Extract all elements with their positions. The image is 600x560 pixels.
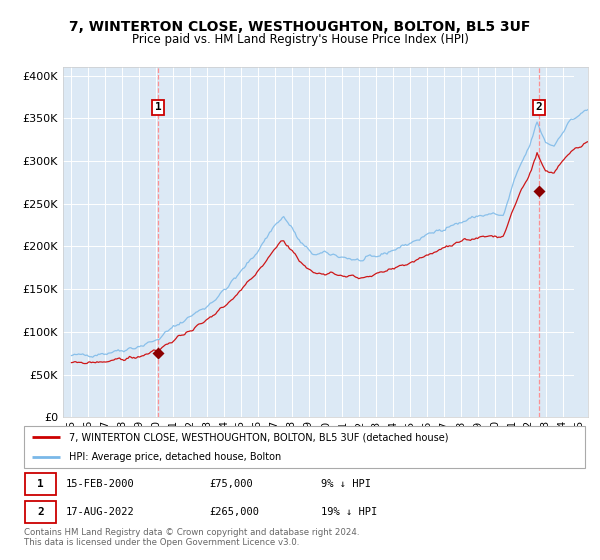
Text: 2: 2	[37, 507, 44, 517]
Text: 19% ↓ HPI: 19% ↓ HPI	[322, 507, 377, 517]
FancyBboxPatch shape	[25, 501, 56, 523]
Text: Price paid vs. HM Land Registry's House Price Index (HPI): Price paid vs. HM Land Registry's House …	[131, 32, 469, 46]
Text: 7, WINTERTON CLOSE, WESTHOUGHTON, BOLTON, BL5 3UF (detached house): 7, WINTERTON CLOSE, WESTHOUGHTON, BOLTON…	[69, 432, 448, 442]
Text: HPI: Average price, detached house, Bolton: HPI: Average price, detached house, Bolt…	[69, 452, 281, 462]
Text: Contains HM Land Registry data © Crown copyright and database right 2024.
This d: Contains HM Land Registry data © Crown c…	[24, 528, 359, 547]
Text: £75,000: £75,000	[209, 479, 253, 489]
Text: £265,000: £265,000	[209, 507, 259, 517]
Text: 1: 1	[155, 102, 161, 113]
Bar	[574, 67, 588, 417]
Text: 9% ↓ HPI: 9% ↓ HPI	[322, 479, 371, 489]
Text: 2: 2	[536, 102, 542, 113]
Text: 1: 1	[37, 479, 44, 489]
FancyBboxPatch shape	[25, 473, 56, 495]
Text: 7, WINTERTON CLOSE, WESTHOUGHTON, BOLTON, BL5 3UF: 7, WINTERTON CLOSE, WESTHOUGHTON, BOLTON…	[70, 20, 530, 34]
FancyBboxPatch shape	[24, 426, 585, 468]
Text: 15-FEB-2000: 15-FEB-2000	[66, 479, 135, 489]
Text: 17-AUG-2022: 17-AUG-2022	[66, 507, 135, 517]
